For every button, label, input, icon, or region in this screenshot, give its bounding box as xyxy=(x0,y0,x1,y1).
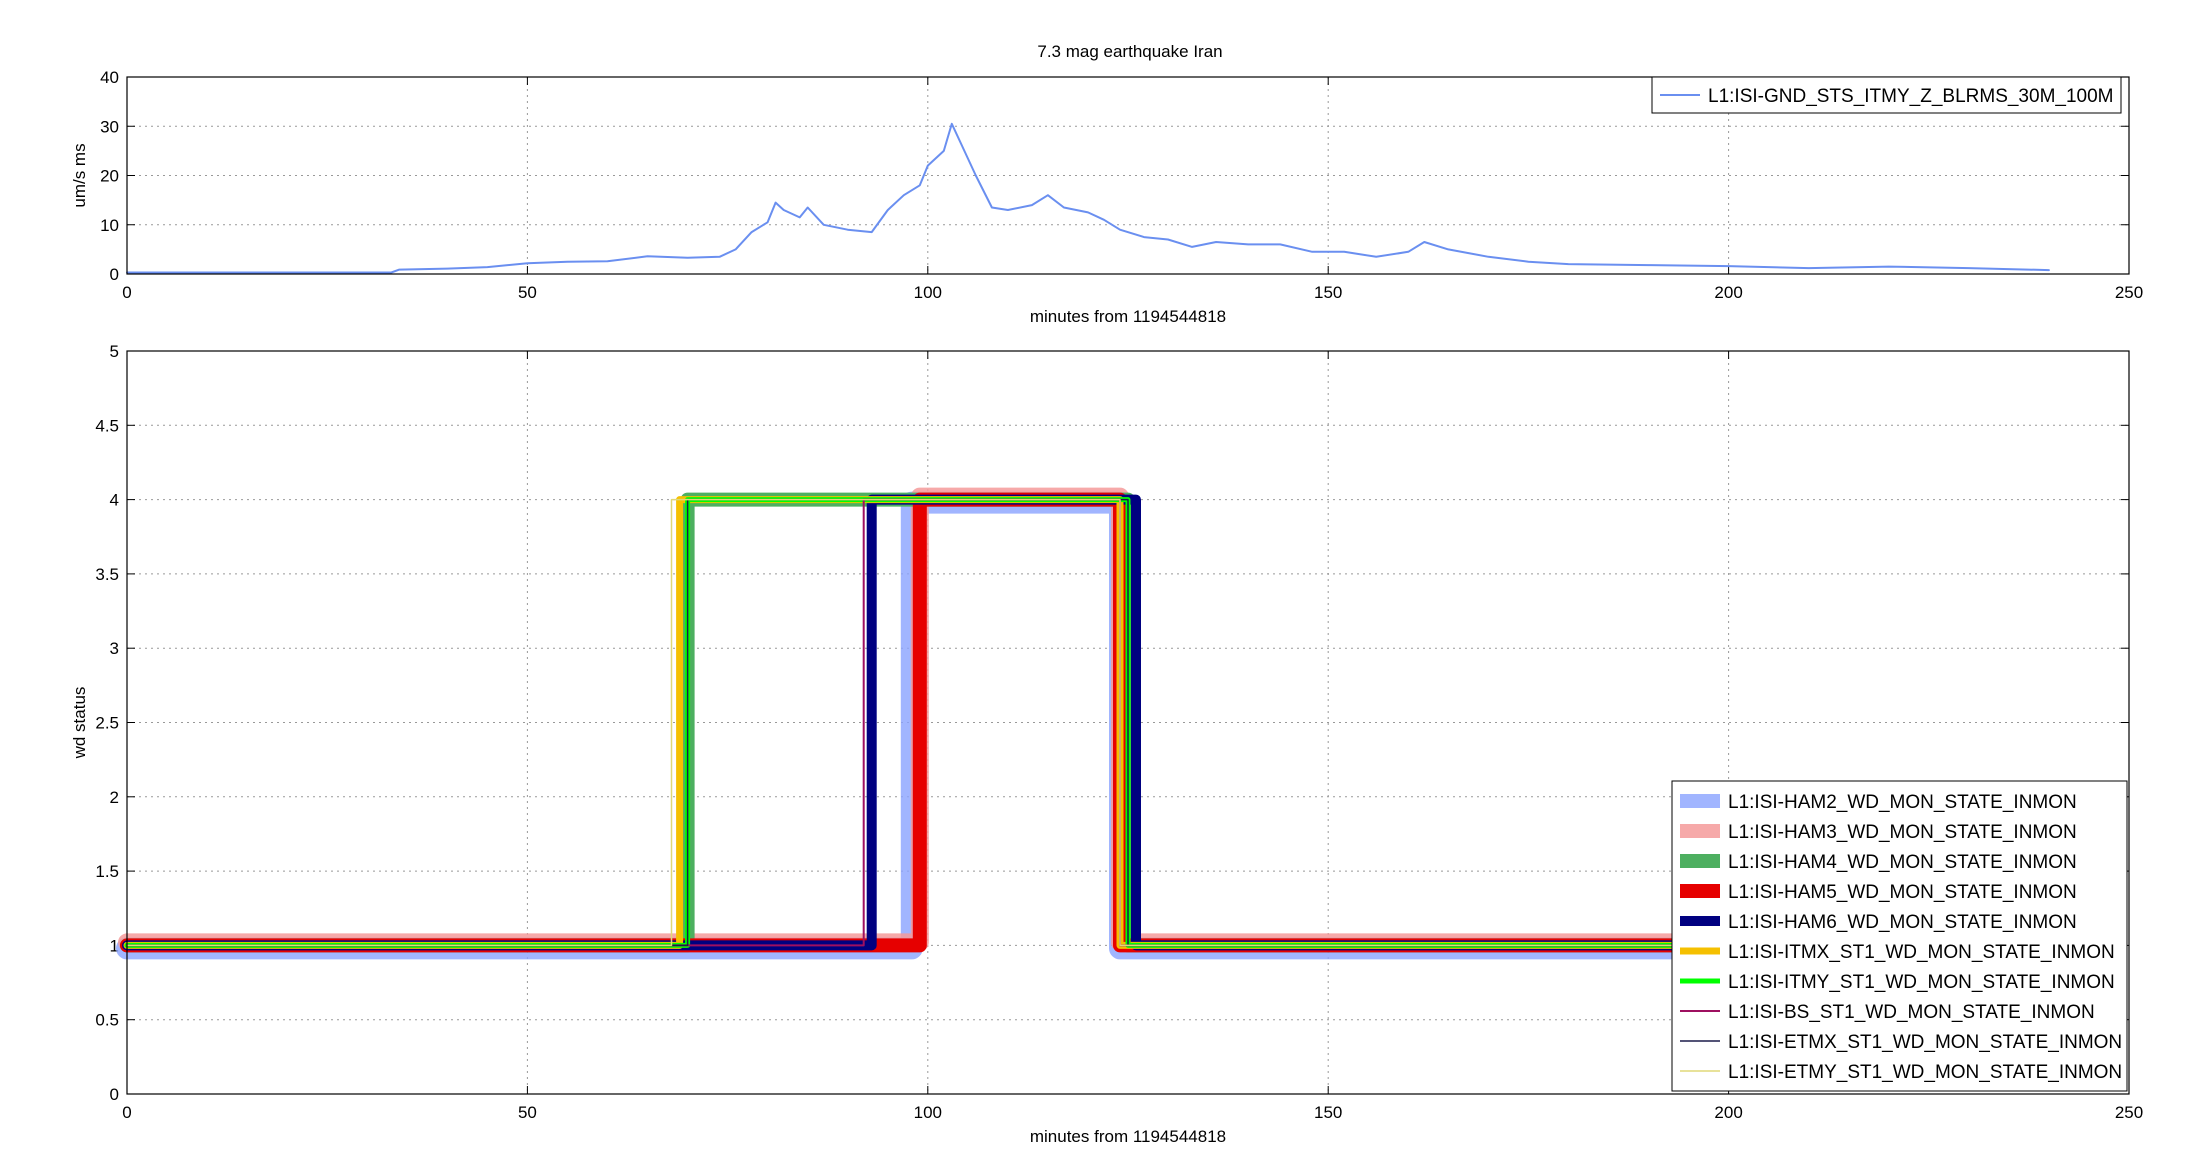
y-tick-label: 2 xyxy=(110,788,119,807)
x-tick-label: 0 xyxy=(122,1103,131,1122)
y-tick-label: 0.5 xyxy=(95,1011,119,1030)
series-line-1 xyxy=(126,122,2050,274)
x-tick-label: 50 xyxy=(518,1103,537,1122)
x-tick-label: 50 xyxy=(518,283,537,302)
x-axis-label: minutes from 1194544818 xyxy=(1030,1127,1226,1146)
seismic-plot: 0 50 100 150 200 250 0 10 20 30 40 minutes from 119… xyxy=(70,68,2143,326)
x-tick-label: 200 xyxy=(1714,283,1742,302)
y-axis-label: wd status xyxy=(70,687,89,760)
legend-label-8: L1:ISI-BS_ST1_WD_MON_STATE_INMON xyxy=(1728,1002,2095,1023)
y-tick-label: 5 xyxy=(110,342,119,361)
x-tick-label: 150 xyxy=(1314,1103,1342,1122)
legend-label-4: L1:ISI-HAM5_WD_MON_STATE_INMON xyxy=(1728,882,2077,903)
legend: L1:ISI-GND_STS_ITMY_Z_BLRMS_30M_100M xyxy=(1651,76,2122,114)
legend-label-7: L1:ISI-ITMY_ST1_WD_MON_STATE_INMON xyxy=(1728,972,2115,993)
legend-label-5: L1:ISI-HAM6_WD_MON_STATE_INMON xyxy=(1728,912,2077,933)
x-tick-label: 0 xyxy=(122,283,131,302)
legend-label-1: L1:ISI-GND_STS_ITMY_Z_BLRMS_30M_100M xyxy=(1708,86,2114,107)
plot-frame xyxy=(126,76,2130,275)
x-tick-label: 250 xyxy=(2115,283,2143,302)
y-tick-label: 20 xyxy=(100,167,119,186)
legend: L1:ISI-HAM2_WD_MON_STATE_INMON L1:ISI-HAM… xyxy=(1671,780,2128,1092)
y-tick-label: 2.5 xyxy=(95,714,119,733)
y-tick-label: 4 xyxy=(110,491,119,510)
x-tick-label: 150 xyxy=(1314,283,1342,302)
x-tick-label: 250 xyxy=(2115,1103,2143,1122)
y-tick-label: 1 xyxy=(110,936,119,955)
series-line-10 xyxy=(126,498,2050,947)
x-tick-label: 200 xyxy=(1714,1103,1742,1122)
legend-label-2: L1:ISI-HAM3_WD_MON_STATE_INMON xyxy=(1728,822,2077,843)
legend-label-10: L1:ISI-ETMY_ST1_WD_MON_STATE_INMON xyxy=(1728,1062,2122,1083)
legend-label-1: L1:ISI-HAM2_WD_MON_STATE_INMON xyxy=(1728,792,2077,813)
legend-label-9: L1:ISI-ETMX_ST1_WD_MON_STATE_INMON xyxy=(1728,1032,2122,1053)
y-tick-label: 0 xyxy=(110,265,119,284)
y-tick-label: 40 xyxy=(100,68,119,87)
x-tick-label: 100 xyxy=(914,1103,942,1122)
x-axis-label: minutes from 1194544818 xyxy=(1030,307,1226,326)
y-tick-label: 3 xyxy=(110,639,119,658)
y-tick-label: 10 xyxy=(100,216,119,235)
watchdog-status-plot: 0 50 100 150 200 250 0 0.5 1 1.5 2 2.5 3 3.5 4 4.5 5 minu… xyxy=(70,342,2143,1146)
y-tick-label: 0 xyxy=(110,1085,119,1104)
y-tick-label: 1.5 xyxy=(95,862,119,881)
plot-frame xyxy=(126,350,2130,1095)
y-tick-label: 4.5 xyxy=(95,416,119,435)
legend-label-3: L1:ISI-HAM4_WD_MON_STATE_INMON xyxy=(1728,852,2077,873)
y-tick-label: 3.5 xyxy=(95,565,119,584)
legend-box xyxy=(1651,76,2122,114)
y-axis-label: um/s ms xyxy=(70,143,89,207)
x-tick-label: 100 xyxy=(914,283,942,302)
legend-label-6: L1:ISI-ITMX_ST1_WD_MON_STATE_INMON xyxy=(1728,942,2115,963)
figure-title: 7.3 mag earthquake Iran xyxy=(1037,42,1222,61)
legend-box xyxy=(1671,780,2128,1092)
y-tick-label: 30 xyxy=(100,117,119,136)
